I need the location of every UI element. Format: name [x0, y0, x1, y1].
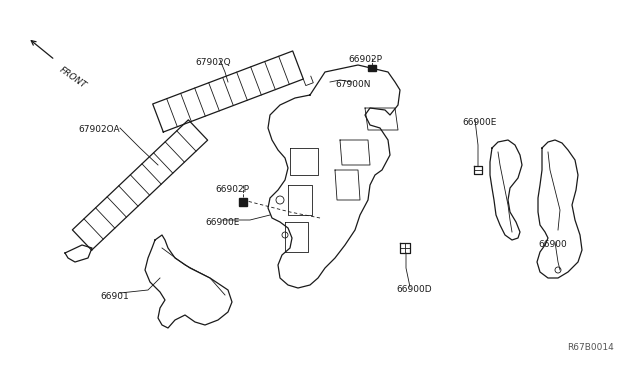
Text: 66902P: 66902P [215, 185, 249, 194]
Text: 67900N: 67900N [335, 80, 371, 89]
Text: 66900E: 66900E [462, 118, 497, 127]
Text: 66901: 66901 [100, 292, 129, 301]
Text: R67B0014: R67B0014 [566, 343, 613, 353]
Text: 66902P: 66902P [348, 55, 382, 64]
Text: 67902OA: 67902OA [78, 125, 120, 134]
Text: 66900: 66900 [538, 240, 567, 249]
Text: FRONT: FRONT [58, 65, 88, 90]
Polygon shape [239, 198, 247, 206]
Text: 67902Q: 67902Q [195, 58, 230, 67]
Text: 66900D: 66900D [396, 285, 431, 294]
Polygon shape [368, 65, 376, 71]
Text: 66900E: 66900E [205, 218, 239, 227]
